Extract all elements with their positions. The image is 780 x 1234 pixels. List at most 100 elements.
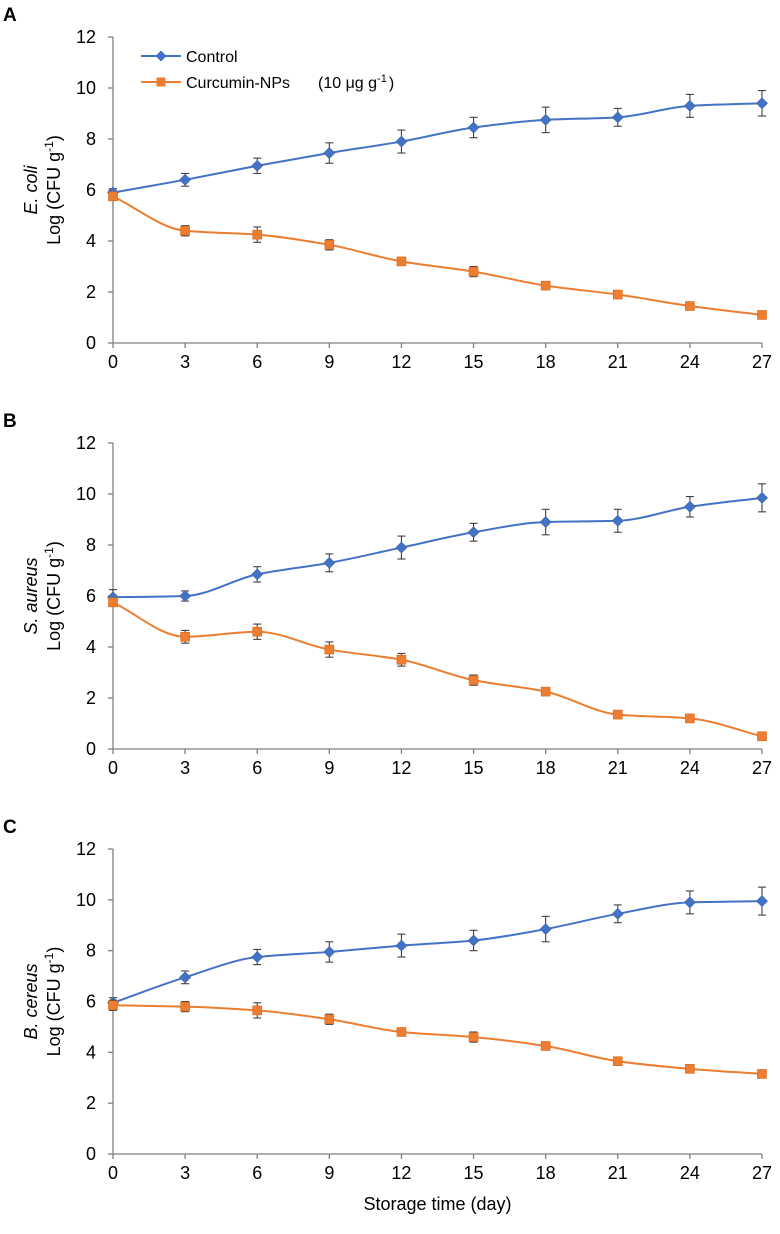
x-tick-label: 18 — [536, 758, 556, 778]
data-point-diamond — [251, 951, 264, 963]
y-tick-label: 2 — [86, 688, 96, 708]
data-point-square — [180, 1001, 190, 1012]
x-tick-label: 24 — [680, 758, 700, 778]
x-tick-label: 0 — [108, 352, 118, 372]
x-tick-label: 9 — [324, 758, 334, 778]
y-tick-label: 0 — [86, 333, 96, 353]
series-line — [112, 1004, 763, 1075]
legend-dose-close: ) — [389, 75, 394, 92]
data-point-square — [108, 1000, 118, 1011]
legend-label-control: Control — [186, 49, 238, 66]
y-tick-label: 2 — [86, 282, 96, 302]
y-tick-label: 10 — [76, 78, 96, 98]
x-tick-label: 12 — [391, 352, 411, 372]
legend: Control Curcumin-NPs (10 μg g-1) — [141, 49, 394, 92]
series-curcumin-nps — [108, 191, 767, 320]
data-point-diamond — [179, 173, 192, 186]
data-point-square — [108, 597, 118, 608]
y-axis-title-close: ) — [44, 135, 64, 141]
x-axis-title: Storage time (day) — [363, 1194, 511, 1214]
y-tick-label: 12 — [76, 433, 96, 453]
data-point-square — [180, 631, 190, 642]
data-point-square — [468, 675, 479, 685]
y-tick-label: 8 — [86, 129, 96, 149]
y-tick-label: 6 — [86, 180, 96, 200]
data-point-square — [685, 301, 695, 311]
data-point-square — [540, 1041, 551, 1051]
y-axis-title-close: ) — [44, 541, 64, 547]
data-point-square — [252, 1005, 263, 1016]
x-tick-label: 18 — [536, 1163, 556, 1183]
series-line — [112, 900, 763, 1004]
x-tick-label: 3 — [180, 352, 190, 372]
data-point-diamond — [756, 895, 768, 908]
data-point-square — [468, 1032, 479, 1042]
y-tick-label: 12 — [76, 27, 96, 47]
data-point-diamond — [467, 934, 480, 947]
data-point-diamond — [179, 971, 192, 984]
data-point-diamond — [683, 500, 696, 513]
y-axis-organism: E. coli — [21, 164, 41, 214]
series-curcumin-nps — [108, 999, 767, 1079]
legend-label-curcumin: Curcumin-NPs — [186, 75, 290, 92]
data-point-diamond — [323, 147, 336, 159]
x-tick-label: 6 — [252, 1163, 262, 1183]
x-tick-label: 15 — [464, 352, 484, 372]
y-axis-title-exponent: -1 — [42, 547, 56, 558]
y-axis-title: Log (CFU g-1) — [42, 947, 64, 1057]
data-point-square — [108, 191, 118, 202]
data-point-square — [612, 1056, 623, 1067]
y-tick-label: 10 — [76, 890, 96, 910]
panel-label: B — [3, 411, 17, 432]
data-point-diamond — [395, 939, 408, 952]
x-tick-label: 27 — [752, 352, 772, 372]
x-tick-label: 21 — [608, 352, 628, 372]
x-tick-label: 0 — [108, 758, 118, 778]
data-point-diamond — [611, 907, 624, 920]
data-point-square — [757, 1069, 767, 1079]
x-tick-label: 9 — [324, 352, 334, 372]
panel-label: C — [3, 817, 17, 838]
data-point-diamond — [395, 135, 408, 148]
y-tick-label: 6 — [86, 586, 96, 606]
x-tick-label: 27 — [752, 1163, 772, 1183]
data-point-square — [612, 709, 623, 720]
series-curcumin-nps — [108, 597, 767, 742]
x-tick-label: 15 — [464, 758, 484, 778]
data-point-square — [685, 1064, 695, 1074]
x-tick-label: 12 — [391, 758, 411, 778]
x-tick-label: 15 — [464, 1163, 484, 1183]
data-point-diamond — [251, 568, 264, 581]
data-point-square — [685, 713, 695, 724]
y-tick-label: 12 — [76, 839, 96, 859]
y-tick-label: 4 — [86, 637, 96, 657]
data-point-diamond — [756, 491, 768, 504]
data-point-square — [180, 226, 190, 236]
y-axis-title-main: Log (CFU g — [44, 558, 64, 651]
x-tick-label: 3 — [180, 758, 190, 778]
x-tick-label: 3 — [180, 1163, 190, 1183]
data-point-diamond — [323, 556, 336, 569]
y-axis-organism: S. aureus — [21, 557, 41, 634]
y-axis-title-close: ) — [44, 947, 64, 953]
data-point-square — [252, 626, 263, 637]
y-axis-title-exponent: -1 — [42, 141, 56, 152]
data-point-diamond — [251, 159, 264, 172]
series-line — [112, 601, 763, 738]
y-tick-label: 0 — [86, 739, 96, 759]
y-tick-label: 2 — [86, 1093, 96, 1113]
y-tick-label: 4 — [86, 231, 96, 251]
series-line — [112, 195, 763, 316]
data-point-square — [540, 686, 551, 697]
data-point-square — [324, 1014, 335, 1025]
data-point-diamond — [756, 97, 768, 110]
y-tick-label: 10 — [76, 484, 96, 504]
x-tick-label: 21 — [608, 758, 628, 778]
legend-marker-curcumin — [156, 77, 166, 87]
data-point-square — [468, 266, 479, 277]
data-point-square — [396, 1027, 407, 1037]
data-point-diamond — [323, 946, 336, 958]
